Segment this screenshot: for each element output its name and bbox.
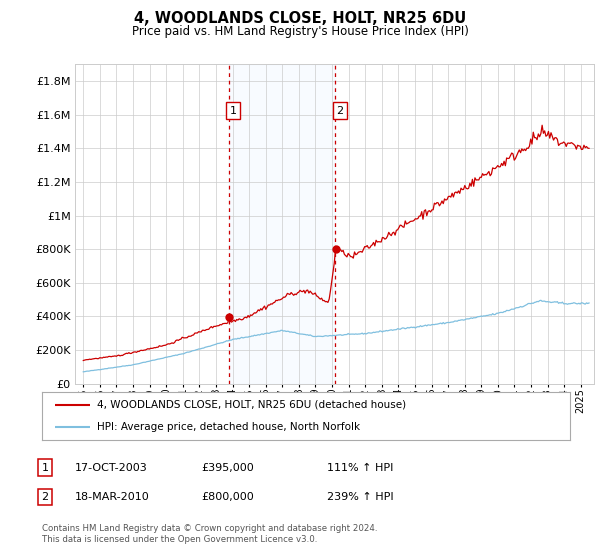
Text: £800,000: £800,000	[201, 492, 254, 502]
Text: HPI: Average price, detached house, North Norfolk: HPI: Average price, detached house, Nort…	[97, 422, 361, 432]
Text: 2: 2	[336, 106, 343, 116]
Bar	[229, 64, 335, 384]
Text: 2: 2	[41, 492, 49, 502]
Text: Contains HM Land Registry data © Crown copyright and database right 2024.
This d: Contains HM Land Registry data © Crown c…	[42, 524, 377, 544]
Text: 17-OCT-2003: 17-OCT-2003	[75, 463, 148, 473]
Text: 111% ↑ HPI: 111% ↑ HPI	[327, 463, 394, 473]
Text: 1: 1	[41, 463, 49, 473]
Text: Price paid vs. HM Land Registry's House Price Index (HPI): Price paid vs. HM Land Registry's House …	[131, 25, 469, 38]
Text: 18-MAR-2010: 18-MAR-2010	[75, 492, 150, 502]
Text: 4, WOODLANDS CLOSE, HOLT, NR25 6DU: 4, WOODLANDS CLOSE, HOLT, NR25 6DU	[134, 11, 466, 26]
Text: 239% ↑ HPI: 239% ↑ HPI	[327, 492, 394, 502]
Text: £395,000: £395,000	[201, 463, 254, 473]
Text: 1: 1	[230, 106, 236, 116]
Text: 4, WOODLANDS CLOSE, HOLT, NR25 6DU (detached house): 4, WOODLANDS CLOSE, HOLT, NR25 6DU (deta…	[97, 400, 407, 410]
